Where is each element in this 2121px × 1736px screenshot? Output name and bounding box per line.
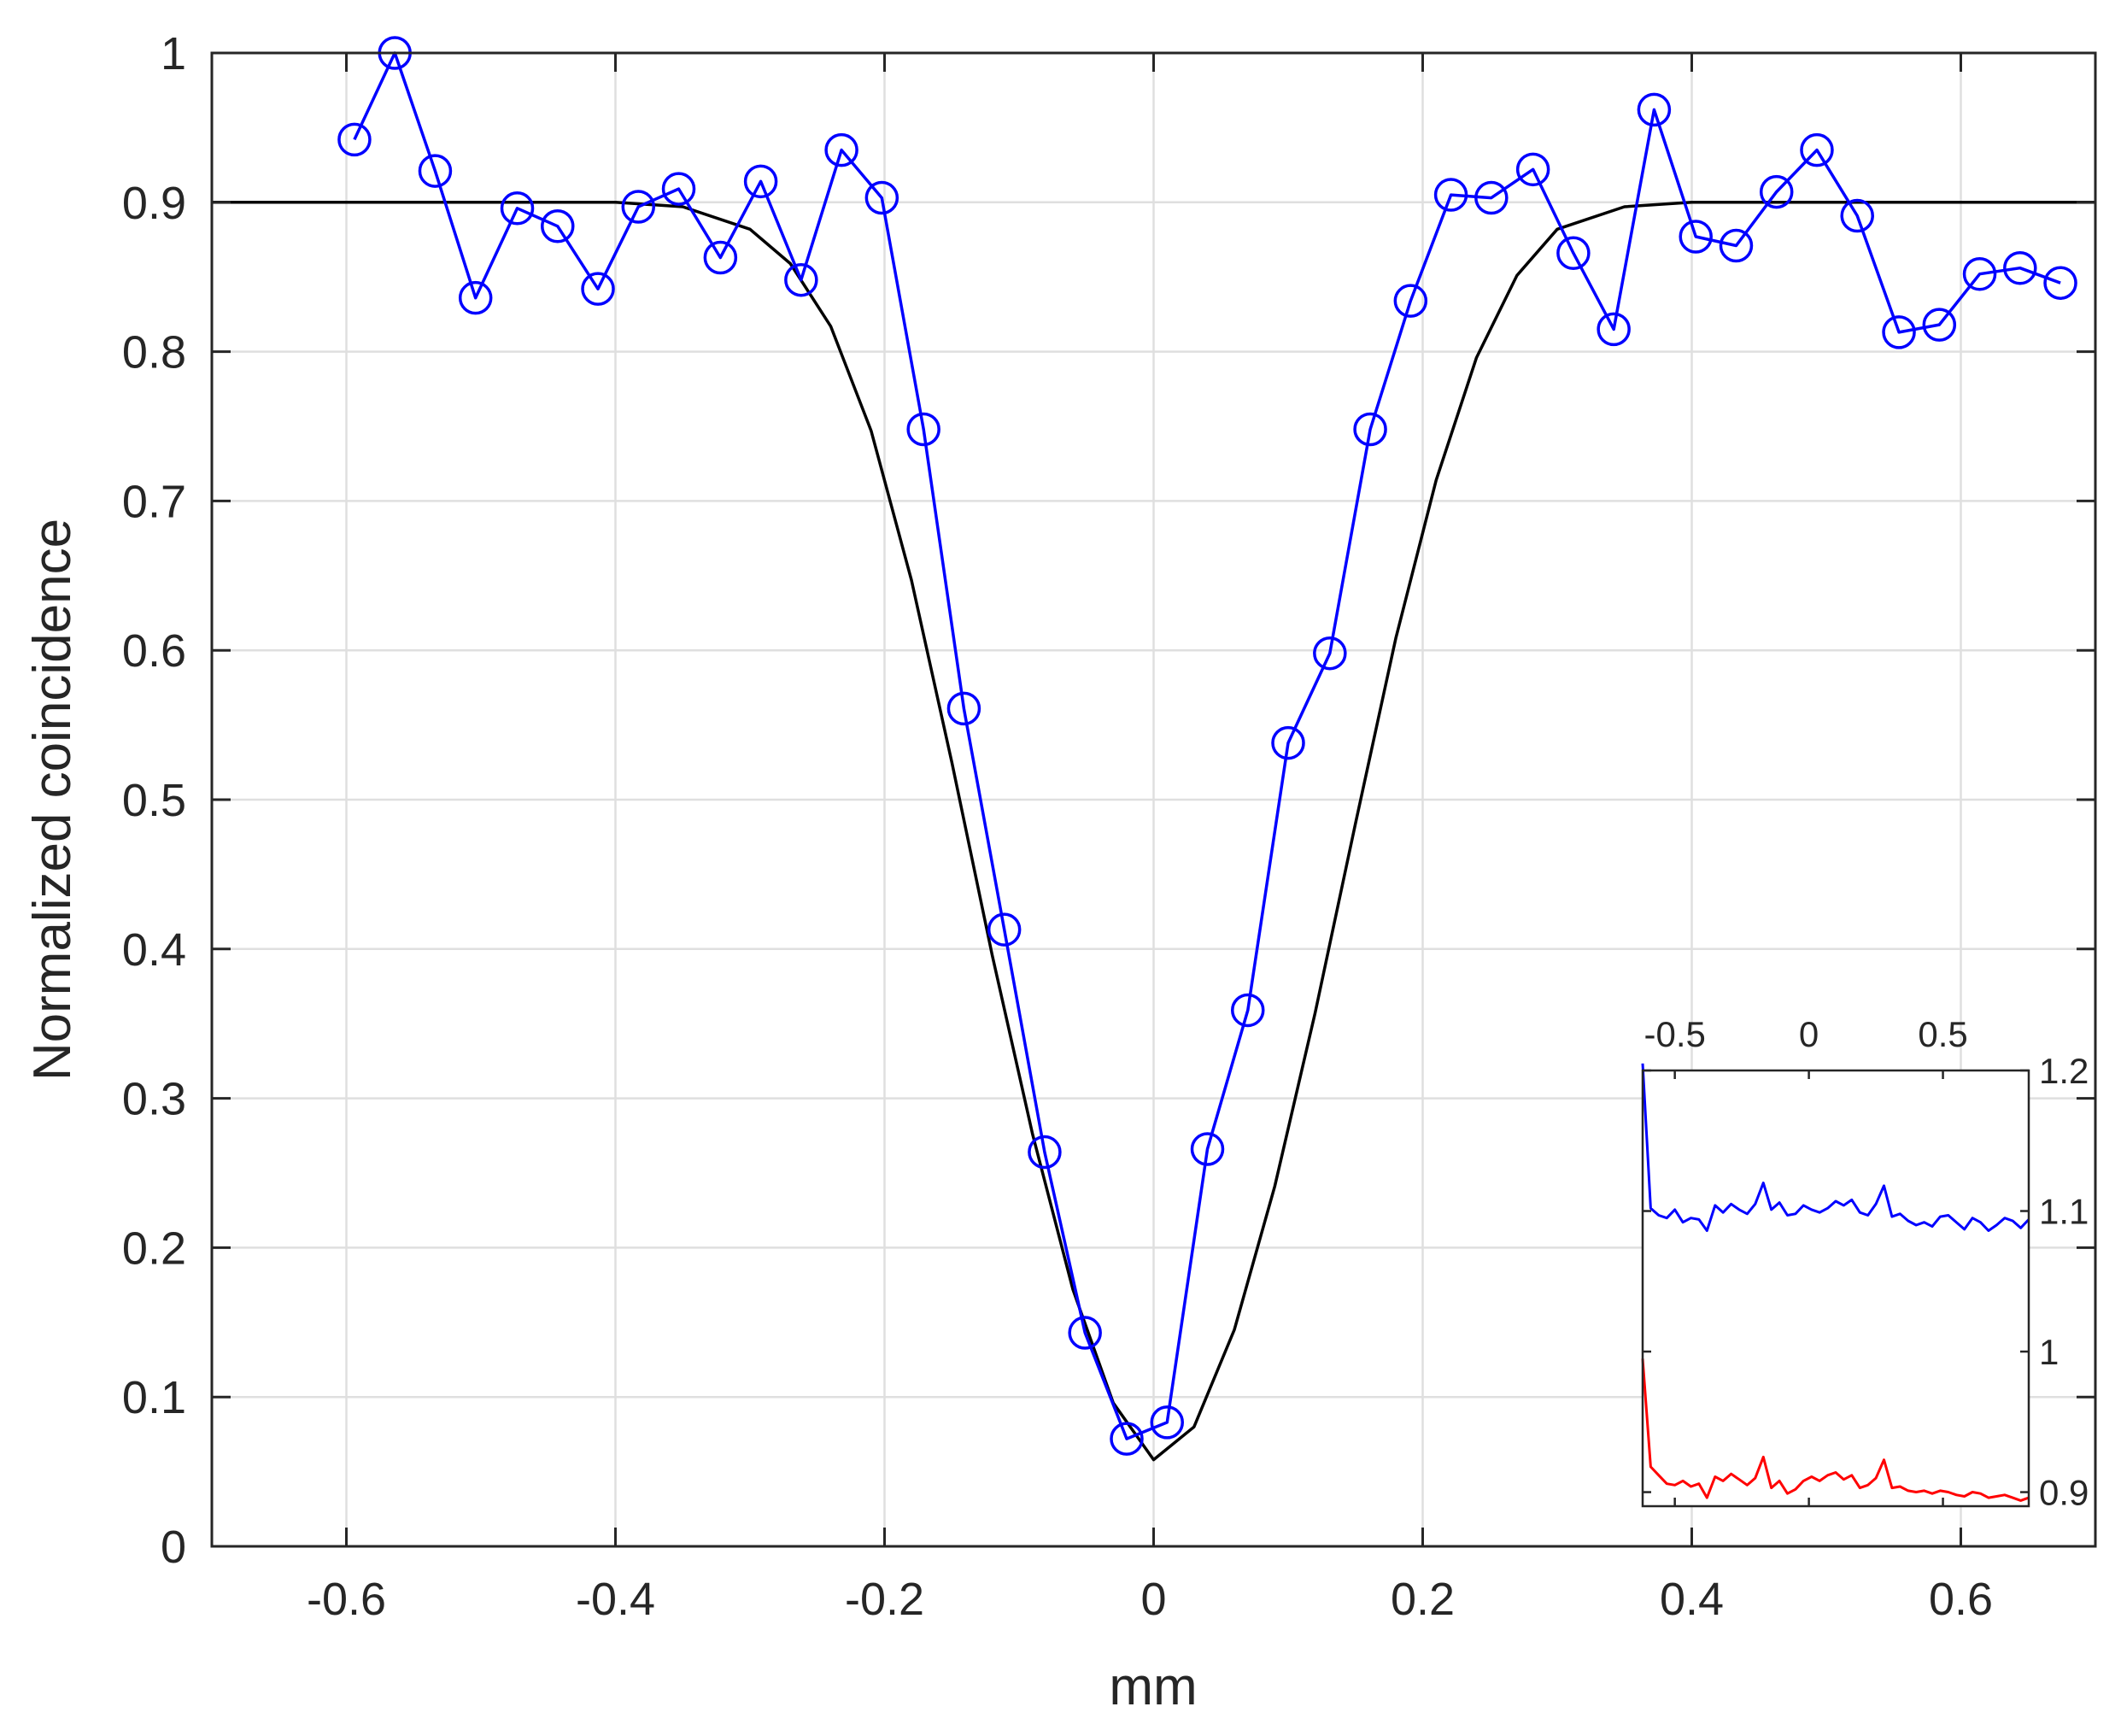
data-point-marker [541,209,575,243]
data-point-marker [1637,92,1672,127]
y-tick-label: 0.6 [122,625,186,677]
inset-axes-box [1641,1069,2030,1508]
data-point-marker [1840,198,1874,233]
x-tick-label: 0.4 [1660,1574,1724,1625]
x-axis-title: mm [1109,1657,1197,1716]
data-point-marker [1110,1422,1144,1456]
inset-y-tick-label: 1.2 [2039,1051,2089,1091]
main-series [212,36,2095,1462]
inset-series [1641,1063,2030,1502]
inset-tick-labels: -0.5 0 0.5 0.9 1 1.1 1.2 [1643,1014,2089,1513]
data-point-marker [1882,315,1916,349]
main-ticks [212,51,2095,1548]
data-point-marker [458,280,493,315]
data-point-marker [1190,1132,1225,1166]
data-point-marker [946,691,981,726]
data-point-marker [1474,180,1509,215]
y-tick-label: 0.2 [122,1223,186,1274]
y-tick-label: 0.7 [122,476,186,527]
y-tick-label: 1 [161,28,186,79]
data-point-marker [784,262,818,297]
data-point-marker [1393,284,1428,318]
y-tick-label: 0.1 [122,1372,186,1423]
inset-y-tick-label: 1.1 [2039,1192,2089,1232]
data-point-marker [906,412,940,447]
inset-red-series-line [1641,1358,2030,1502]
inset-plot-area [1643,1070,2029,1506]
data-point-marker [1962,256,1997,291]
main-tick-labels: -0.6 -0.4 -0.2 0 0.2 0.4 0.6 0 0.1 0.2 0.3 0.4 0.5 0.… [122,28,1993,1625]
data-point-marker [1759,174,1794,209]
inset-x-tick-label: -0.5 [1643,1014,1705,1054]
data-point-marker [1433,178,1468,212]
data-point-marker [1922,308,1957,342]
x-tick-label: 0 [1140,1574,1166,1625]
data-point-marker [1515,152,1550,187]
x-tick-label: -0.4 [576,1574,655,1625]
data-point-marker [864,180,899,215]
data-point-marker [1028,1135,1062,1170]
data-point-marker [337,122,372,157]
data-point-marker [418,154,453,188]
y-tick-label: 0.3 [122,1074,186,1125]
data-series-line [353,51,2061,1440]
data-point-marker [987,912,1022,947]
inset-y-tick-label: 0.9 [2039,1473,2089,1513]
data-point-marker [661,172,696,206]
inset-blue-series-line [1641,1063,2030,1232]
inset-ticks [1643,1069,2029,1506]
data-point-marker [1150,1405,1184,1440]
data-point-marker [581,272,615,306]
inset-plot: -0.5 0 0.5 0.9 1 1.1 1.2 [1641,1014,2089,1513]
main-plot: -0.6 -0.4 -0.2 0 0.2 0.4 0.6 0 0.1 0.2 0.3 0.4 0.5 0.… [23,28,2097,1716]
data-point-marker [1231,993,1265,1028]
data-point-marker [1556,236,1591,270]
data-point-marker [1068,1316,1102,1350]
x-tick-label: 0.2 [1391,1574,1455,1625]
data-point-marker [1800,132,1834,167]
data-point-marker [1679,220,1713,254]
data-point-marker [1353,412,1387,447]
y-tick-label: 0.9 [122,178,186,229]
data-point-marker [1313,636,1347,671]
inset-x-tick-label: 0 [1799,1014,1819,1054]
data-point-marker [1597,312,1631,347]
y-tick-label: 0.8 [122,327,186,378]
y-tick-label: 0 [161,1522,186,1573]
inset-x-tick-label: 0.5 [1918,1014,1967,1054]
data-point-marker [1719,228,1754,263]
y-axis-title: Normalized coincidence [23,519,82,1081]
data-point-marker [743,164,778,199]
x-tick-label: -0.2 [845,1574,924,1625]
data-point-marker [500,191,535,226]
y-tick-label: 0.4 [122,924,186,976]
fit-curve-line [212,201,2095,1462]
x-tick-label: -0.6 [307,1574,386,1625]
inset-y-tick-label: 1 [2039,1332,2059,1372]
data-point-marker [2043,266,2077,300]
data-point-marker [703,240,738,275]
data-point-marker [2003,250,2037,285]
data-point-marker [824,132,858,167]
data-point-marker [1271,725,1305,760]
y-tick-label: 0.5 [122,775,186,826]
data-point-marker [621,190,656,224]
x-tick-label: 0.6 [1929,1574,1993,1625]
